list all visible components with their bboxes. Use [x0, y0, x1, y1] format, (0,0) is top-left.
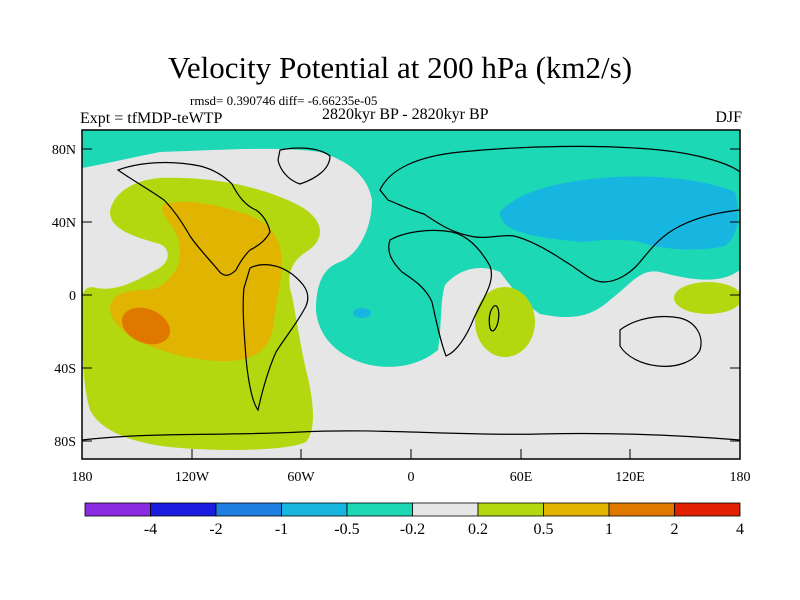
coastline-greenland — [277, 147, 331, 185]
colorbar-swatch — [674, 502, 741, 517]
coastline-australia — [619, 315, 702, 367]
coastline-south-america — [242, 264, 309, 412]
field-yellow-east-pacific — [674, 282, 740, 314]
lon-label: 0 — [408, 470, 415, 485]
colorbar: -4 -2 -1 -0.5 -0.2 0.2 0.5 1 2 4 — [84, 502, 744, 538]
period-label: 2820kyr BP - 2820kyr BP — [322, 106, 489, 123]
colorbar-swatch — [84, 502, 151, 517]
lat-ticks — [82, 148, 740, 442]
lat-label: 40N — [52, 216, 76, 231]
colorbar-swatch — [412, 502, 479, 517]
lon-ticks — [191, 449, 631, 459]
colorbar-swatch — [150, 502, 217, 517]
lon-label: 180 — [730, 470, 751, 485]
coastline-africa — [388, 229, 492, 357]
lat-label: 0 — [69, 289, 76, 304]
colorbar-swatch — [477, 502, 544, 517]
field-blue-negative — [500, 176, 738, 250]
season-label: DJF — [715, 109, 742, 126]
colorbar-swatch — [215, 502, 282, 517]
colorbar-label: -4 — [144, 521, 157, 538]
lon-labels: 180 120W 60W 0 60E 120E 180 — [72, 470, 751, 485]
colorbar-label: -2 — [209, 521, 222, 538]
field-yellow-madagascar — [475, 287, 535, 357]
colorbar-label: -1 — [275, 521, 288, 538]
lat-label: 80N — [52, 143, 76, 158]
colorbar-swatch — [281, 502, 348, 517]
colorbar-swatch — [543, 502, 610, 517]
field-dark-orange-core — [121, 307, 171, 345]
lon-label: 60W — [287, 470, 315, 485]
colorbar-label: 1 — [605, 521, 613, 538]
colorbar-label: 0.5 — [534, 521, 554, 538]
coastline-eurasia — [379, 145, 740, 283]
map-title: Velocity Potential at 200 hPa (km2/s) — [167, 50, 633, 85]
colorbar-label: -0.5 — [334, 521, 359, 538]
field-blue-spot — [353, 308, 371, 318]
stats-label: rmsd= 0.390746 diff= -6.66235e-05 — [190, 93, 378, 108]
colorbar-swatch — [346, 502, 413, 517]
colorbar-label: 2 — [671, 521, 679, 538]
colorbar-label: -0.2 — [400, 521, 425, 538]
lat-label: 80S — [54, 435, 76, 450]
coastlines — [82, 145, 740, 441]
lon-label: 180 — [72, 470, 93, 485]
coastline-north-america — [116, 161, 271, 276]
colorbar-label: 4 — [736, 521, 744, 538]
lat-labels: 80N 40N 0 40S 80S — [52, 143, 76, 450]
lat-label: 40S — [54, 362, 76, 377]
lon-label: 120W — [175, 470, 210, 485]
experiment-label: Expt = tfMDP-teWTP — [80, 110, 223, 127]
coastline-antarctica — [82, 430, 740, 441]
colorbar-label: 0.2 — [468, 521, 488, 538]
coastline-madagascar — [488, 305, 500, 332]
colorbar-swatch — [608, 502, 675, 517]
lon-label: 60E — [510, 470, 533, 485]
lon-label: 120E — [615, 470, 645, 485]
map-fields — [82, 130, 740, 459]
